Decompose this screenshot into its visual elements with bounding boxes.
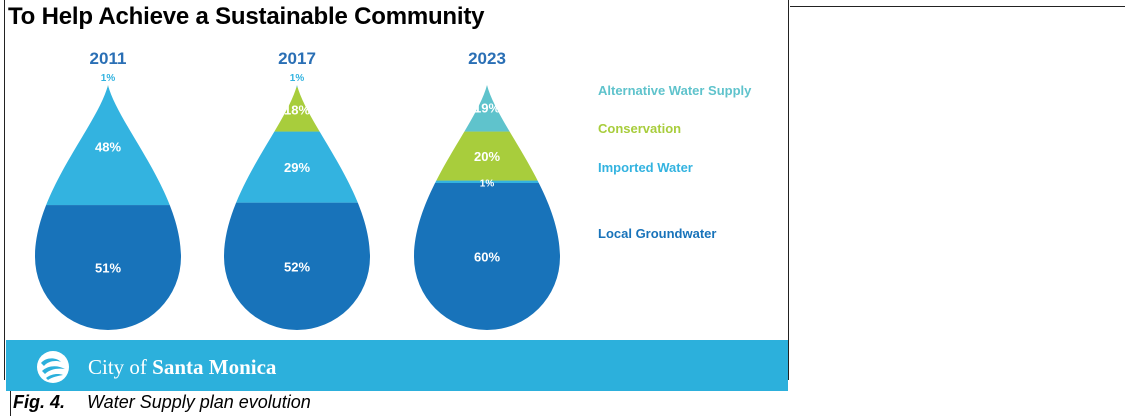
year-label-2011: 2011 [90,49,127,68]
legend-imported-water: Imported Water [598,160,693,175]
city-name: City of Santa Monica [88,355,276,380]
city-prefix: City of [88,355,147,379]
data-label-imported-water-2011: 48% [95,139,121,154]
band-local-groundwater-2011 [35,205,181,330]
city-name-strong: Santa Monica [152,355,277,379]
band-local-groundwater-2017 [224,202,370,330]
water-supply-chart: 2011 51% 48% 1% 2017 52% 29% 18% 1% 2023 60% 1% 20% 1… [35,49,752,330]
data-label-local-groundwater-2011: 51% [95,261,121,276]
top-rule [790,6,1125,7]
figure-caption-text: Water Supply plan evolution [87,392,311,412]
data-label-conservation-2017: 18% [284,103,310,118]
data-label-alternative-water-supply-2023: 19% [474,100,500,115]
data-label-local-groundwater-2017: 52% [284,259,310,274]
figure-frame [4,0,789,380]
band-alternative-water-supply-2017 [224,85,370,88]
year-label-2017: 2017 [278,49,316,68]
year-label-2023: 2023 [468,49,506,68]
figure-label: Fig. 4. [13,392,66,412]
legend-local-groundwater: Local Groundwater [598,226,716,241]
figure-caption: Fig. 4. Water Supply plan evolution [10,391,789,416]
chart-title: To Help Achieve a Sustainable Community [8,3,485,30]
data-label-alternative-water-supply-2011: 1% [101,73,116,84]
data-label-imported-water-2017: 29% [284,160,310,175]
band-imported-water-2023 [414,180,560,183]
drop-2017: 2017 52% 29% 18% 1% [224,49,370,330]
data-label-imported-water-2023: 1% [480,179,495,190]
legend-conservation: Conservation [598,121,681,136]
drop-2023: 2023 60% 1% 20% 19% [414,49,560,330]
band-local-groundwater-2023 [414,183,560,330]
drop-2011: 2011 51% 48% 1% [35,49,181,330]
legend-alternative-water-supply: Alternative Water Supply [598,83,752,98]
santa-monica-wave-logo-icon [37,351,69,383]
data-label-local-groundwater-2023: 60% [474,250,500,265]
data-label-conservation-2023: 20% [474,149,500,164]
data-label-alternative-water-supply-2017: 1% [290,73,305,84]
footer-band: City of Santa Monica [6,340,788,391]
band-alternative-water-supply-2011 [35,85,181,88]
